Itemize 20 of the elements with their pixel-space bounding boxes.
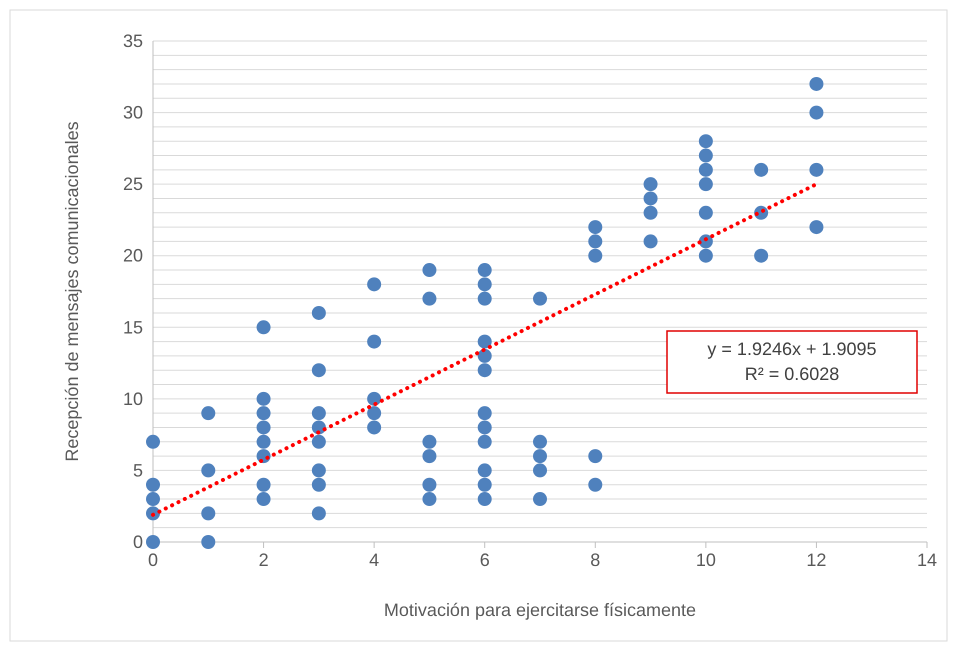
x-axis-title: Motivación para ejercitarse físicamente (384, 600, 696, 620)
x-tick-label: 6 (480, 550, 490, 570)
x-tick-label: 0 (148, 550, 158, 570)
x-tick-label: 12 (806, 550, 826, 570)
y-tick-label: 30 (122, 102, 143, 123)
annotation: y = 1.9246x + 1.9095 (707, 339, 877, 359)
x-tick-label: 14 (916, 550, 938, 570)
annotation: R² = 0.6028 (744, 364, 840, 384)
y-tick-label: 5 (132, 460, 143, 480)
y-tick-label: 35 (122, 31, 143, 51)
x-tick-label: 4 (369, 550, 380, 570)
y-tick-label: 15 (122, 317, 143, 338)
y-tick-label: 25 (122, 174, 143, 194)
x-tick-label: 10 (696, 550, 716, 570)
y-tick-label: 0 (132, 532, 143, 552)
y-tick-label: 20 (122, 246, 143, 266)
x-tick-label: 8 (590, 550, 600, 570)
x-tick-label: 2 (258, 550, 269, 570)
y-tick-label: 10 (122, 388, 143, 409)
y-axis-title: Recepción de mensajes comunicacionales (62, 121, 82, 462)
